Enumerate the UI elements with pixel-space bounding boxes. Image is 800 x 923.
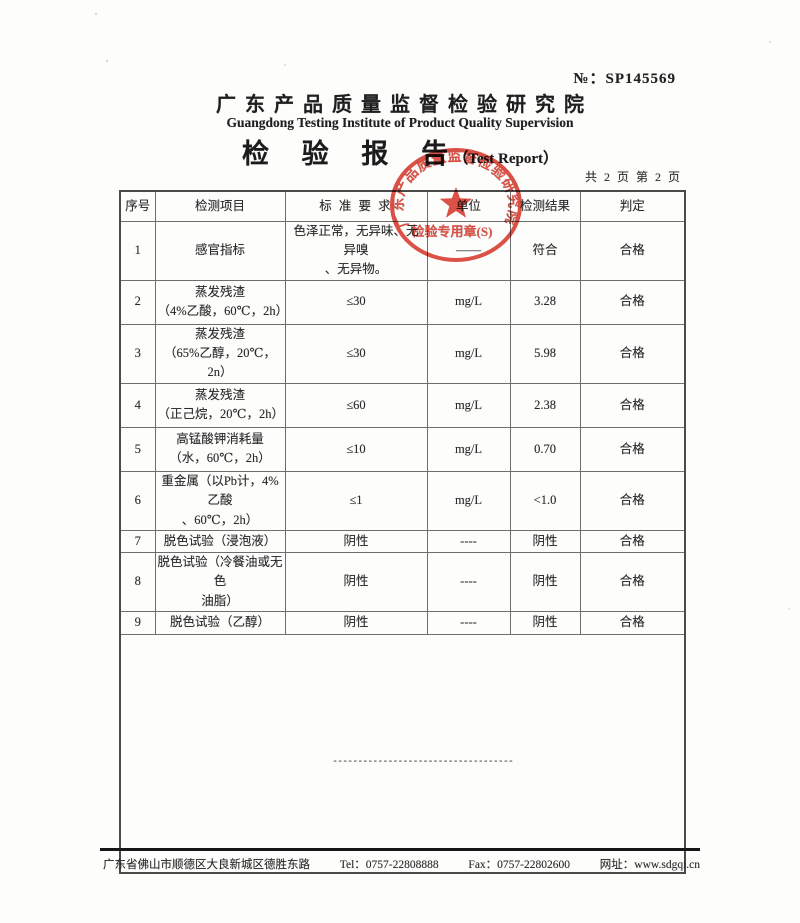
cell-item: 脱色试验（浸泡液） — [154, 529, 286, 553]
cell-result: 阴性 — [509, 611, 581, 635]
header-result: 检测结果 — [509, 190, 581, 222]
cell-item: 脱色试验（乙醇） — [154, 611, 286, 635]
cell-result: 0.70 — [509, 426, 581, 472]
cell-verdict: 合格 — [579, 611, 686, 635]
results-table-body: 1 感官指标 色泽正常，无异味、无异嗅 、无异物。 —— 符合 合格 2 蒸发残渣 （4%乙酸，6… — [119, 220, 686, 873]
cell-item: 蒸发残渣 （4%乙酸，60℃，2h） — [154, 279, 288, 325]
cell-standard: 色泽正常，无异味、无异嗅 、无异物。 — [284, 220, 428, 281]
end-of-report-dashes: ------------------------------------ — [332, 756, 514, 767]
cell-unit: mg/L — [426, 382, 511, 428]
results-table-header: 序号 检测项目 标 准 要 求 单位 检测结果 判定 — [119, 190, 686, 222]
cell-verdict: 合格 — [579, 382, 686, 428]
cell-item: 蒸发残渣 （65%乙醇，20℃，2n） — [154, 323, 286, 384]
cell-result: 2.38 — [509, 382, 581, 428]
footer-divider — [100, 848, 700, 851]
cell-no: 4 — [119, 382, 156, 428]
cell-unit: mg/L — [426, 426, 511, 472]
cell-verdict: 合格 — [579, 529, 686, 553]
cell-item: 蒸发残渣 （正己烷，20℃，2h） — [154, 382, 286, 428]
cell-verdict: 合格 — [579, 551, 686, 613]
header-item: 检测项目 — [154, 190, 286, 222]
table-row: 4 蒸发残渣 （正己烷，20℃，2h） ≤60 mg/L 2.38 合格 — [119, 382, 686, 428]
cell-standard: ≤60 — [284, 382, 428, 428]
cell-standard: ≤1 — [284, 470, 428, 531]
cell-result: <1.0 — [509, 470, 581, 531]
institute-name-cn: 广东产品质量监督检验研究院 — [216, 94, 593, 116]
header-row: 序号 检测项目 标 准 要 求 单位 检测结果 判定 — [119, 190, 686, 222]
header-verdict: 判定 — [579, 190, 686, 222]
scan-specks — [0, 0, 2, 2]
cell-verdict: 合格 — [579, 323, 686, 384]
cell-unit: mg/L — [426, 323, 511, 384]
cell-result: 符合 — [509, 220, 581, 281]
cell-standard: ≤10 — [284, 426, 428, 472]
cell-verdict: 合格 — [579, 426, 686, 472]
footer-fax: Fax：0757-22802600 — [468, 859, 571, 871]
cell-item: 感官指标 — [154, 220, 286, 281]
cell-result: 3.28 — [509, 279, 581, 325]
cell-standard: ≤30 — [284, 323, 428, 384]
table-row: 1 感官指标 色泽正常，无异味、无异嗅 、无异物。 —— 符合 合格 — [119, 220, 686, 281]
table-row: 9 脱色试验（乙醇） 阴性 ---- 阴性 合格 — [119, 611, 686, 635]
cell-no: 6 — [119, 470, 156, 531]
footer: 广东省佛山市顺德区大良新城区德胜东路 Tel：0757-22808888 Fax… — [103, 856, 700, 872]
footer-address: 广东省佛山市顺德区大良新城区德胜东路 — [103, 859, 310, 871]
cell-no: 3 — [119, 323, 156, 384]
cell-verdict: 合格 — [579, 470, 686, 531]
institute-name-en: Guangdong Testing Institute of Product Q… — [226, 115, 574, 130]
header-unit: 单位 — [426, 190, 511, 222]
cell-no: 1 — [119, 220, 156, 281]
page-indicator: 共 2 页 第 2 页 — [584, 170, 682, 184]
cell-standard: ≤30 — [284, 279, 428, 325]
table-row: 8 脱色试验（冷餐油或无色 油脂） 阴性 ---- 阴性 合格 — [119, 551, 686, 613]
cell-unit: mg/L — [426, 279, 511, 325]
footer-tel: Tel：0757-22808888 — [339, 859, 439, 871]
table-row: 2 蒸发残渣 （4%乙酸，60℃，2h） ≤30 mg/L 3.28 合格 — [119, 279, 686, 325]
cell-no: 2 — [119, 279, 156, 325]
cell-result: 阴性 — [509, 529, 581, 553]
results-table: 序号 检测项目 标 准 要 求 单位 检测结果 判定 1 感官指标 色泽正常，无异味… — [119, 190, 686, 874]
cell-unit: ---- — [426, 551, 511, 613]
report-number-value: SP145569 — [605, 71, 676, 87]
footer-website: 网址：www.sdgqi.cn — [599, 859, 700, 871]
cell-no: 8 — [119, 551, 156, 613]
table-row: 5 高锰酸钾消耗量 （水，60℃，2h） ≤10 mg/L 0.70 合格 — [119, 426, 686, 472]
report-title: 检 验 报 告 （Test Report） — [0, 132, 800, 171]
cell-no: 9 — [119, 611, 156, 635]
cell-item: 重金属（以Pb计，4%乙酸 、60℃，2h） — [154, 470, 286, 531]
cell-result: 阴性 — [509, 551, 581, 613]
cell-standard: 阴性 — [284, 611, 428, 635]
cell-item: 脱色试验（冷餐油或无色 油脂） — [154, 551, 286, 613]
cell-verdict: 合格 — [579, 220, 686, 281]
header-no: 序号 — [119, 190, 156, 222]
cell-unit: ---- — [426, 611, 511, 635]
report-number: №：SP145569 — [573, 67, 676, 88]
cell-unit: mg/L — [426, 470, 511, 531]
cell-verdict: 合格 — [579, 279, 686, 325]
table-row: 7 脱色试验（浸泡液） 阴性 ---- 阴性 合格 — [119, 529, 686, 553]
empty-area-cell: ------------------------------------ — [119, 634, 686, 873]
cell-result: 5.98 — [509, 323, 581, 384]
report-number-label: №： — [573, 71, 606, 87]
report-title-en: （Test Report） — [453, 151, 559, 167]
cell-standard: 阴性 — [284, 529, 428, 553]
cell-no: 7 — [119, 529, 156, 553]
table-row: 6 重金属（以Pb计，4%乙酸 、60℃，2h） ≤1 mg/L <1.0 合格 — [119, 470, 686, 531]
empty-area-row: ------------------------------------ — [119, 634, 686, 873]
table-row: 3 蒸发残渣 （65%乙醇，20℃，2n） ≤30 mg/L 5.98 合格 — [119, 323, 686, 384]
header-standard: 标 准 要 求 — [284, 190, 428, 222]
report-title-cn: 检 验 报 告 — [241, 139, 462, 169]
cell-unit: —— — [426, 220, 511, 281]
cell-no: 5 — [119, 426, 156, 472]
cell-item: 高锰酸钾消耗量 （水，60℃，2h） — [154, 426, 286, 472]
cell-unit: ---- — [426, 529, 511, 553]
cell-standard: 阴性 — [284, 551, 428, 613]
